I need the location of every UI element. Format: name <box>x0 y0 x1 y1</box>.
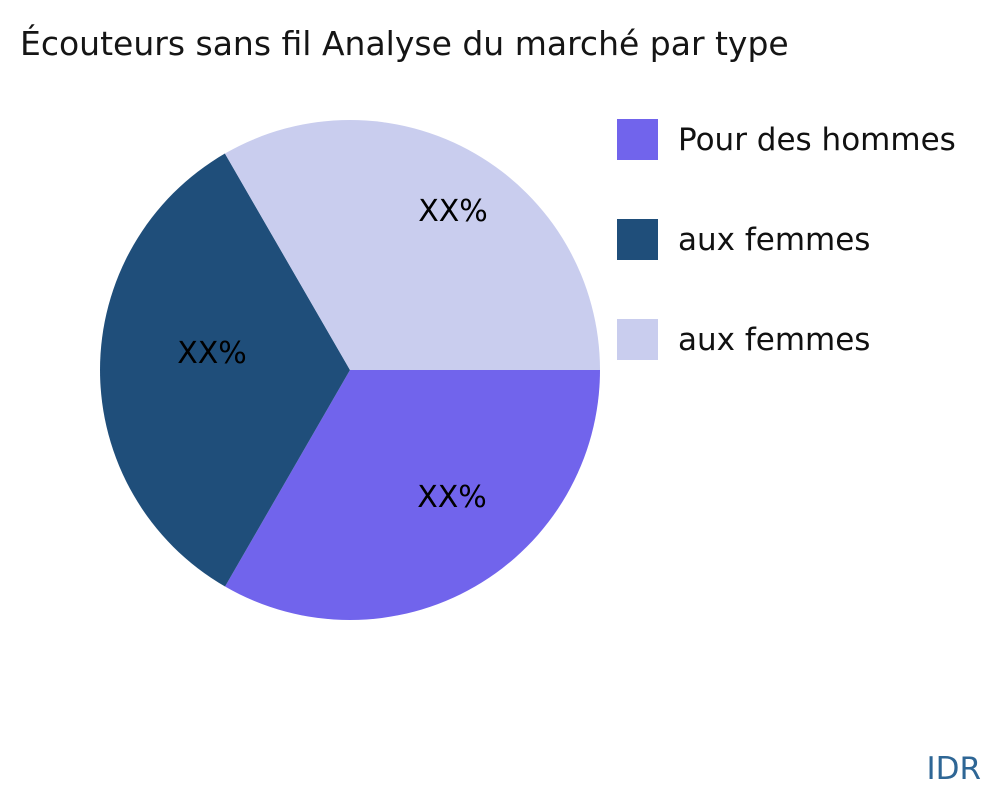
legend-swatch-lavender <box>617 319 658 360</box>
pie-slice-1[interactable] <box>100 153 351 587</box>
slice-value-label-0: XX% <box>417 480 487 515</box>
legend-swatch-dark-blue <box>617 219 658 260</box>
legend-item-aux-femmes-1[interactable]: aux femmes <box>617 219 956 260</box>
legend-item-pour-des-hommes[interactable]: Pour des hommes <box>617 119 956 160</box>
pie-slice-0[interactable] <box>225 370 601 620</box>
slice-value-label-1: XX% <box>177 336 247 371</box>
watermark-idr: IDR <box>926 751 981 787</box>
pie-slice-2[interactable] <box>224 120 600 370</box>
legend: Pour des hommes aux femmes aux femmes <box>617 119 956 360</box>
legend-label: aux femmes <box>678 221 871 258</box>
legend-item-aux-femmes-2[interactable]: aux femmes <box>617 319 956 360</box>
legend-label: aux femmes <box>678 321 871 358</box>
legend-label: Pour des hommes <box>678 121 956 158</box>
chart-title: Écouteurs sans fil Analyse du marché par… <box>20 24 789 63</box>
legend-swatch-purple <box>617 119 658 160</box>
slice-value-label-2: XX% <box>418 194 488 229</box>
